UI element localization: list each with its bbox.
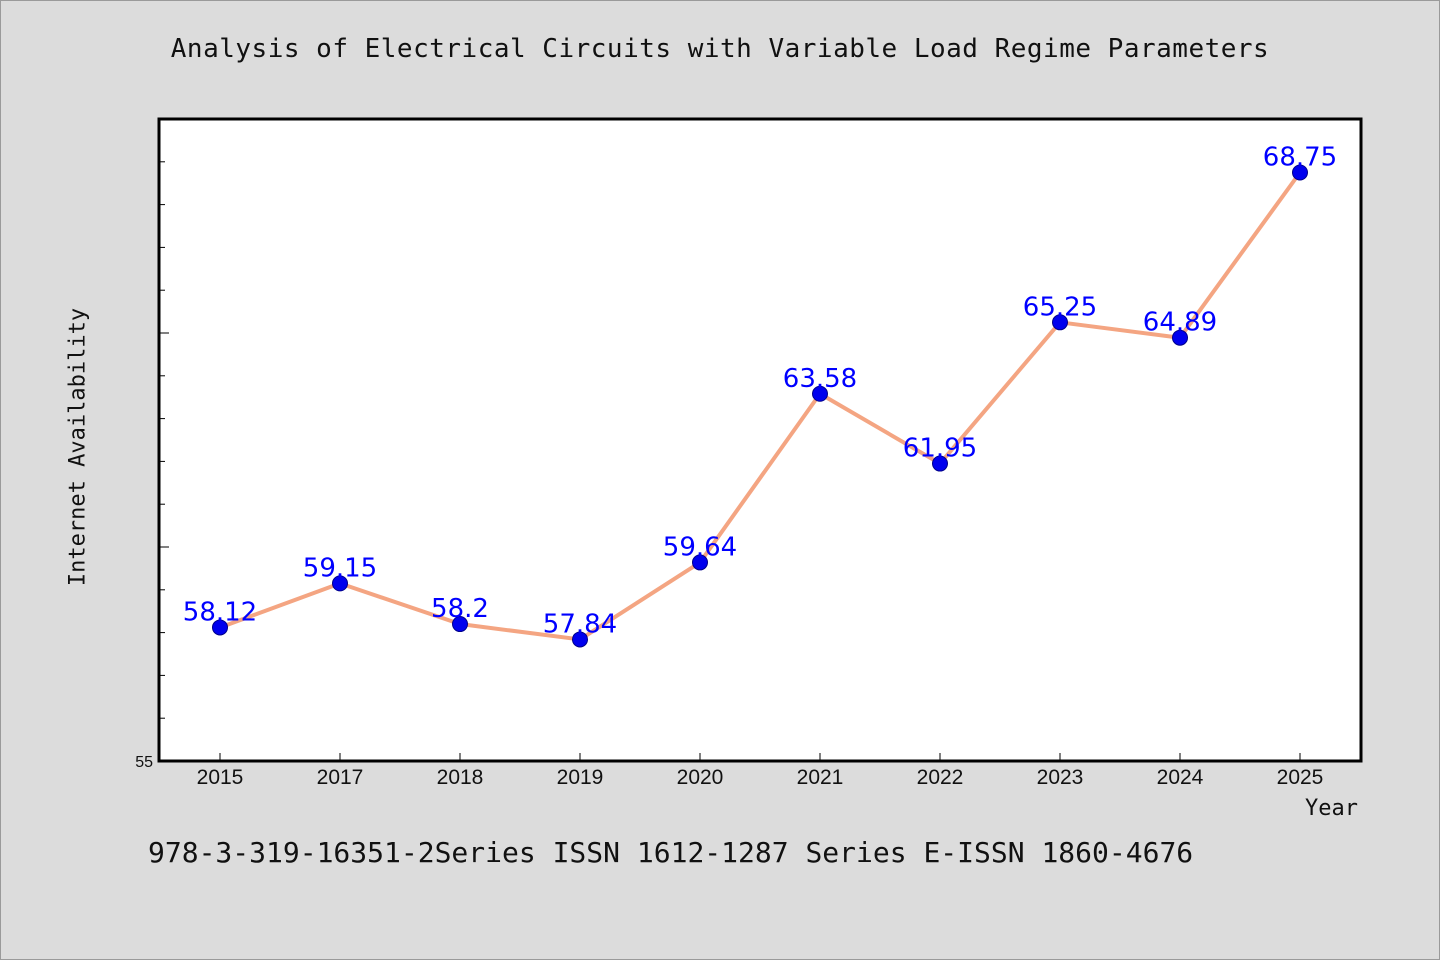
x-tick-label: 2024 [1157, 766, 1204, 789]
data-point [692, 554, 708, 571]
x-tick-label: 2020 [677, 766, 724, 789]
x-tick-label: 2021 [797, 766, 844, 789]
data-point [452, 616, 468, 633]
x-tick-label: 2018 [437, 766, 484, 789]
footer-note: 978-3-319-16351-2Series ISSN 1612-1287 S… [148, 836, 1194, 869]
data-point [332, 575, 348, 592]
data-label: 61.95 [903, 434, 977, 464]
data-point [932, 455, 948, 472]
x-tick-label: 2015 [197, 766, 244, 789]
x-tick-label: 2025 [1277, 766, 1324, 789]
x-tick-label: 2022 [917, 766, 964, 789]
x-tick-label: 2019 [557, 766, 604, 789]
data-point [1292, 164, 1308, 181]
data-label: 65.25 [1023, 292, 1097, 322]
y-tick-label: 55 [135, 754, 153, 771]
data-label: 64.89 [1143, 308, 1217, 338]
data-label: 58.12 [183, 597, 257, 627]
x-axis-label: Year [1305, 796, 1358, 821]
x-tick-label: 2017 [317, 766, 364, 789]
plot-area [157, 117, 1363, 763]
data-label: 59.15 [303, 553, 377, 583]
chart-title: Analysis of Electrical Circuits with Var… [170, 34, 1270, 64]
x-tick-label: 2023 [1037, 766, 1084, 789]
data-label: 63.58 [783, 364, 857, 394]
data-point [572, 631, 588, 648]
data-point [212, 619, 228, 636]
series-layer: 58.12 59.15 58.2 57.84 59.64 63.58 61.95 65.25 6… [183, 143, 1337, 648]
data-point [812, 385, 828, 402]
x-axis-ticks: 2015 2017 2018 2019 2020 2021 2022 2023 2024 2025 [197, 753, 1324, 789]
data-label: 58.2 [431, 594, 489, 624]
series-line [218, 170, 1302, 642]
data-label: 68.75 [1263, 143, 1337, 173]
data-point [1052, 314, 1068, 331]
y-axis-ticks: 55 [135, 161, 169, 771]
data-label: 57.84 [543, 609, 617, 639]
data-label: 59.64 [663, 532, 737, 562]
data-point [1172, 329, 1188, 346]
